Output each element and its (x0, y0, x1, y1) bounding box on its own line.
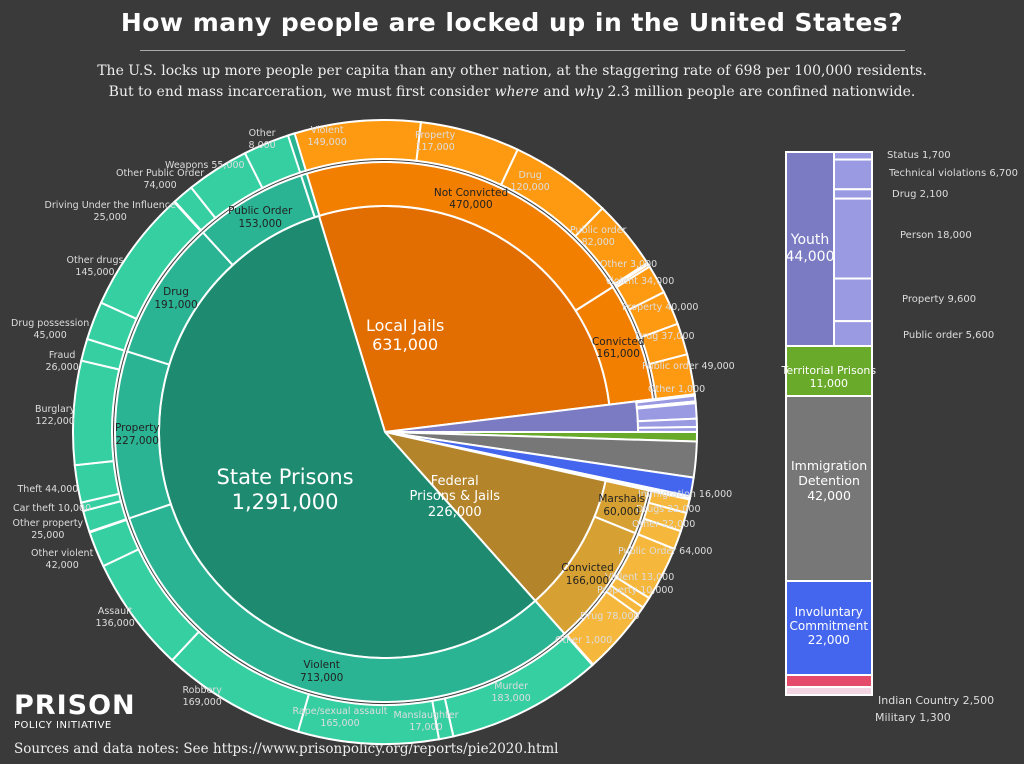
bar-immigration (785, 395, 873, 582)
label-state-rape-sexual-assault: Rape/sexual assault 165,000 (292, 706, 388, 729)
label-military: Military 1,300 (875, 710, 951, 724)
label-state-property: Property 227,000 (115, 422, 160, 447)
subtitle-text: But to end mass incarceration, we must f… (108, 84, 495, 100)
label-youth-public-order: Public order 5,600 (903, 330, 995, 341)
label-jails-violent: Violent 149,000 (307, 125, 347, 148)
segment-jails-public-order (573, 206, 649, 286)
label-jails-other: Other 3,000 (600, 259, 658, 270)
label-state-weapons: Weapons 55,000 (165, 160, 245, 171)
label-state: State Prisons 1,291,000 (216, 465, 354, 515)
label-federal-drug: Drug 78,000 (580, 611, 640, 622)
label-jails-public-order: Public order 49,000 (642, 361, 735, 372)
label-jails: Local Jails 631,000 (366, 316, 445, 355)
label-territorial: Territorial Prisons 11,000 (781, 364, 877, 391)
bar-youth-technical-violations (833, 158, 873, 191)
label-state-car-theft: Car theft 10,000 (13, 503, 92, 514)
sources-note: Sources and data notes: See https://www.… (14, 741, 559, 757)
label-state-other-public-order: Other Public Order 74,000 (116, 168, 205, 191)
label-state-theft: Theft 44,000 (17, 484, 79, 495)
label-federal: Federal Prisons & Jails 226,000 (409, 473, 501, 520)
label-state-drug-possession: Drug possession 45,000 (11, 318, 90, 341)
title-divider (140, 50, 905, 51)
label-state-fraud: Fraud 26,000 (45, 350, 79, 373)
label-jails-property: Property 40,000 (622, 302, 699, 313)
label-youth-drug: Drug 2,100 (892, 189, 949, 200)
ring-state-other (299, 172, 321, 219)
label-state-robbery: Robbery 169,000 (182, 685, 222, 708)
label-youth-technical-violations: Technical violations 6,700 (889, 168, 1018, 179)
subtitle-emphasis-where: where (494, 84, 539, 100)
page-title: How many people are locked up in the Uni… (120, 8, 904, 37)
label-federal-immigration: Immigration 16,000 (638, 489, 733, 500)
subtitle-text: 2.3 million people are confined nationwi… (603, 84, 916, 100)
label-state-public-order: Public Order 153,000 (228, 205, 293, 230)
bar-territorial (785, 345, 873, 397)
logo-main: PRISON (14, 690, 136, 721)
label-state-other-property: Other property 25,000 (12, 518, 84, 541)
label-youth-person: Person 18,000 (900, 230, 972, 241)
label-jails-convicted: Convicted 161,000 (591, 335, 645, 361)
label-federal-other: Other 22,000 (632, 519, 696, 530)
bar-indian-country (785, 674, 873, 688)
label-involuntary: Involuntary Commitment 22,000 (789, 604, 869, 648)
label-state-assault: Assault 136,000 (95, 606, 135, 629)
label-jails-property: Property 117,000 (415, 130, 456, 153)
prison-policy-logo: PRISON POLICY INITIATIVE (14, 690, 136, 732)
label-jails-drug: Drug 120,000 (510, 170, 550, 193)
label-state-murder: Murder 183,000 (491, 681, 531, 704)
label-state-other-drugs: Other drugs 145,000 (66, 255, 124, 278)
label-federal-property: Property 10,000 (597, 585, 674, 596)
bar-military (785, 686, 873, 696)
bar-involuntary (785, 580, 873, 676)
label-federal-violent: Violent 13,000 (605, 572, 675, 583)
logo-sub: POLICY INITIATIVE (14, 720, 112, 731)
segment-state-burglary (72, 359, 121, 467)
label-federal-convicted: Convicted 166,000 (561, 562, 614, 587)
label-federal-marshals: Marshals 60,000 (598, 493, 646, 518)
label-youth-property: Property 9,600 (902, 294, 977, 305)
label-state-other: Other 8,000 (248, 128, 276, 151)
bar-youth-property (833, 277, 873, 323)
label-jails-other: Other 1,000 (648, 384, 706, 395)
label-state-other-violent: Other violent 42,000 (31, 548, 94, 571)
label-youth: Youth 44,000 (785, 232, 835, 265)
label-federal-drugs: Drugs 22,000 (636, 504, 701, 515)
subtitle-line-2: But to end mass incarceration, we must f… (0, 84, 1024, 100)
bar-youth-drug (833, 188, 873, 200)
subtitle-line-1: The U.S. locks up more people per capita… (97, 63, 927, 79)
label-youth-status: Status 1,700 (887, 150, 951, 161)
subtitle-emphasis-why: why (574, 84, 604, 100)
label-state-burglary: Burglary 122,000 (35, 404, 76, 427)
label-federal-public-order: Public Order 64,000 (618, 546, 713, 557)
label-indian-country: Indian Country 2,500 (878, 693, 995, 707)
bar-youth-person (833, 197, 873, 280)
bar-youth-public-order (833, 320, 873, 347)
label-state-manslaughter: Manslaughter 17,000 (393, 710, 459, 733)
label-federal-other: Other 1,000 (555, 635, 613, 646)
segment-state-other (286, 132, 308, 174)
label-state-drug: Drug 191,000 (154, 286, 198, 311)
subtitle-text: and (538, 84, 575, 100)
label-state-driving-under-the-influence: Driving Under the Influence 25,000 (44, 200, 176, 223)
label-state-violent: Violent 713,000 (299, 659, 344, 684)
label-jails-public-order: Public order 82,000 (570, 225, 627, 248)
label-jails-not-convicted: Not Convicted 470,000 (433, 186, 509, 212)
label-jails-violent: Violent 34,000 (605, 276, 675, 287)
bar-youth-status (833, 151, 873, 161)
label-immigration: Immigration Detention 42,000 (791, 457, 868, 503)
label-jails-drug: Drug 37,000 (635, 331, 695, 342)
